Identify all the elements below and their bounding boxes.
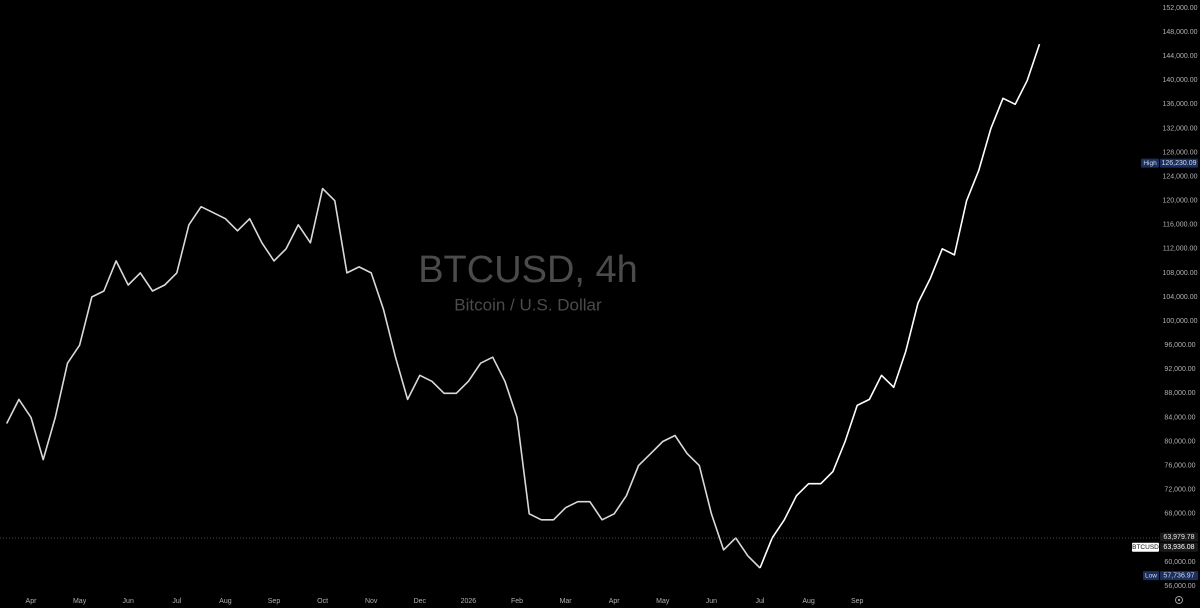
y-tick-label: 108,000.00	[1162, 270, 1197, 277]
y-tick-label: 88,000.00	[1164, 390, 1195, 397]
y-tick-label: 128,000.00	[1162, 149, 1197, 156]
x-tick-label: Mar	[560, 598, 573, 605]
y-tick-label: 96,000.00	[1164, 342, 1195, 349]
y-tick-label: 136,000.00	[1162, 101, 1197, 108]
y-tick-label: 76,000.00	[1164, 462, 1195, 469]
price-tag-name-box	[1132, 542, 1159, 552]
y-tick-label: 140,000.00	[1162, 77, 1197, 84]
x-tick-label: Aug	[219, 598, 232, 605]
x-tick-label: 2026	[461, 598, 477, 605]
y-tick-label: 120,000.00	[1162, 198, 1197, 205]
y-tick-label: 148,000.00	[1162, 29, 1197, 36]
x-tick-label: Jul	[172, 598, 181, 605]
x-tick-label: Apr	[26, 598, 38, 605]
chart-title: BTCUSD, 4h	[418, 249, 638, 291]
y-tick-label: 84,000.00	[1164, 414, 1195, 421]
x-tick-label: Jul	[756, 598, 765, 605]
y-tick-label: 104,000.00	[1162, 294, 1197, 301]
y-tick-label: 72,000.00	[1164, 487, 1195, 494]
y-tick-label: 56,000.00	[1164, 583, 1195, 590]
y-tick-label: 112,000.00	[1163, 246, 1198, 253]
y-tick-label: 116,000.00	[1163, 222, 1198, 229]
x-tick-label: Aug	[802, 598, 815, 605]
x-tick-label: Nov	[365, 598, 378, 605]
x-tick-label: Jun	[123, 598, 134, 605]
price-tag-name: Low	[1145, 572, 1157, 579]
x-tick-label: Feb	[511, 598, 523, 605]
x-tick-label: Apr	[609, 598, 621, 605]
price-tag-box	[1160, 571, 1198, 581]
price-tag-box	[1160, 158, 1198, 168]
x-tick-label: Sep	[851, 598, 864, 605]
x-tick-label: Jun	[706, 598, 717, 605]
y-tick-label: 80,000.00	[1164, 438, 1195, 445]
settings-icon[interactable]	[1175, 596, 1183, 604]
x-tick-label: May	[656, 598, 670, 605]
price-line	[5, 187, 761, 569]
price-tag-name: BTCUSD	[1132, 544, 1159, 551]
price-tag-label: 126,230.09	[1161, 160, 1196, 167]
price-tag-name-box	[1143, 571, 1159, 581]
x-tick-label: Oct	[317, 598, 328, 605]
price-tag-label: 63,979.78	[1163, 534, 1194, 541]
y-tick-label: 132,000.00	[1162, 125, 1197, 132]
price-tag-box	[1160, 542, 1198, 552]
y-tick-label: 152,000.00	[1162, 5, 1197, 12]
y-tick-label: 92,000.00	[1164, 366, 1195, 373]
x-tick-label: May	[73, 598, 87, 605]
chart-subtitle: Bitcoin / U.S. Dollar	[454, 295, 602, 314]
price-tag-label: 57,736.97	[1163, 572, 1194, 579]
y-tick-label: 68,000.00	[1164, 511, 1195, 518]
price-tag-name: High	[1143, 160, 1157, 167]
y-tick-label: 124,000.00	[1162, 173, 1197, 180]
y-tick-label: 144,000.00	[1162, 53, 1197, 60]
price-tag-label: 63,936.08	[1163, 544, 1194, 551]
x-tick-label: Sep	[268, 598, 281, 605]
x-tick-label: Dec	[414, 598, 427, 605]
price-line	[759, 43, 1041, 569]
y-tick-label: 60,000.00	[1164, 559, 1195, 566]
price-tag-name-box	[1141, 158, 1159, 168]
price-tag-box	[1160, 532, 1198, 542]
y-tick-label: 100,000.00	[1162, 318, 1197, 325]
